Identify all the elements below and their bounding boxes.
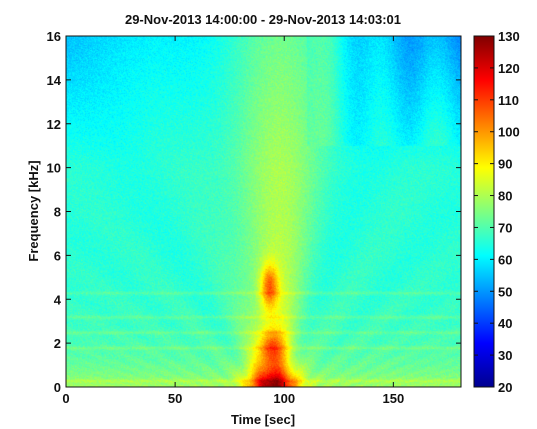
- x-tick-label: 100: [273, 391, 295, 406]
- colorbar-tick-label: 130: [498, 29, 520, 44]
- colorbar: [473, 35, 495, 388]
- colorbar-tick-label: 90: [498, 157, 512, 172]
- x-tick-label: 150: [382, 391, 404, 406]
- y-tick-label: 4: [54, 292, 62, 307]
- chart-title: 29-Nov-2013 14:00:00 - 29-Nov-2013 14:03…: [125, 12, 401, 27]
- y-tick-label: 0: [54, 380, 61, 395]
- x-axis-label: Time [sec]: [231, 412, 295, 427]
- colorbar-tick-label: 80: [498, 189, 512, 204]
- colorbar-tick-label: 120: [498, 61, 520, 76]
- y-tick-label: 8: [54, 205, 61, 220]
- colorbar-tick-label: 20: [498, 380, 512, 395]
- y-tick-label: 14: [47, 73, 62, 88]
- y-axis-label: Frequency [kHz]: [26, 160, 41, 261]
- colorbar-tick-label: 70: [498, 220, 512, 235]
- colorbar-tick-label: 40: [498, 316, 512, 331]
- heatmap-image: [66, 36, 461, 387]
- colorbar-tick-label: 60: [498, 252, 512, 267]
- y-tick-label: 16: [47, 29, 61, 44]
- colorbar-tick-label: 30: [498, 348, 512, 363]
- x-tick-label: 0: [62, 391, 69, 406]
- x-axis: 0 50 100 150: [62, 36, 404, 406]
- y-tick-label: 2: [54, 336, 61, 351]
- colorbar-tick-label: 50: [498, 284, 512, 299]
- colorbar-tick-label: 110: [498, 93, 519, 108]
- x-tick-label: 50: [168, 391, 182, 406]
- colorbar-axis: 20 30 40 50 60 70 80 90 100 110 120 130: [474, 29, 520, 395]
- heatmap-foreign: [66, 36, 461, 387]
- y-tick-label: 6: [54, 248, 61, 263]
- y-tick-label: 10: [47, 161, 61, 176]
- y-axis: 0 2 4 6 8 10 12 14 16: [47, 29, 461, 395]
- colorbar-tick-label: 100: [498, 125, 520, 140]
- y-tick-label: 12: [47, 117, 61, 132]
